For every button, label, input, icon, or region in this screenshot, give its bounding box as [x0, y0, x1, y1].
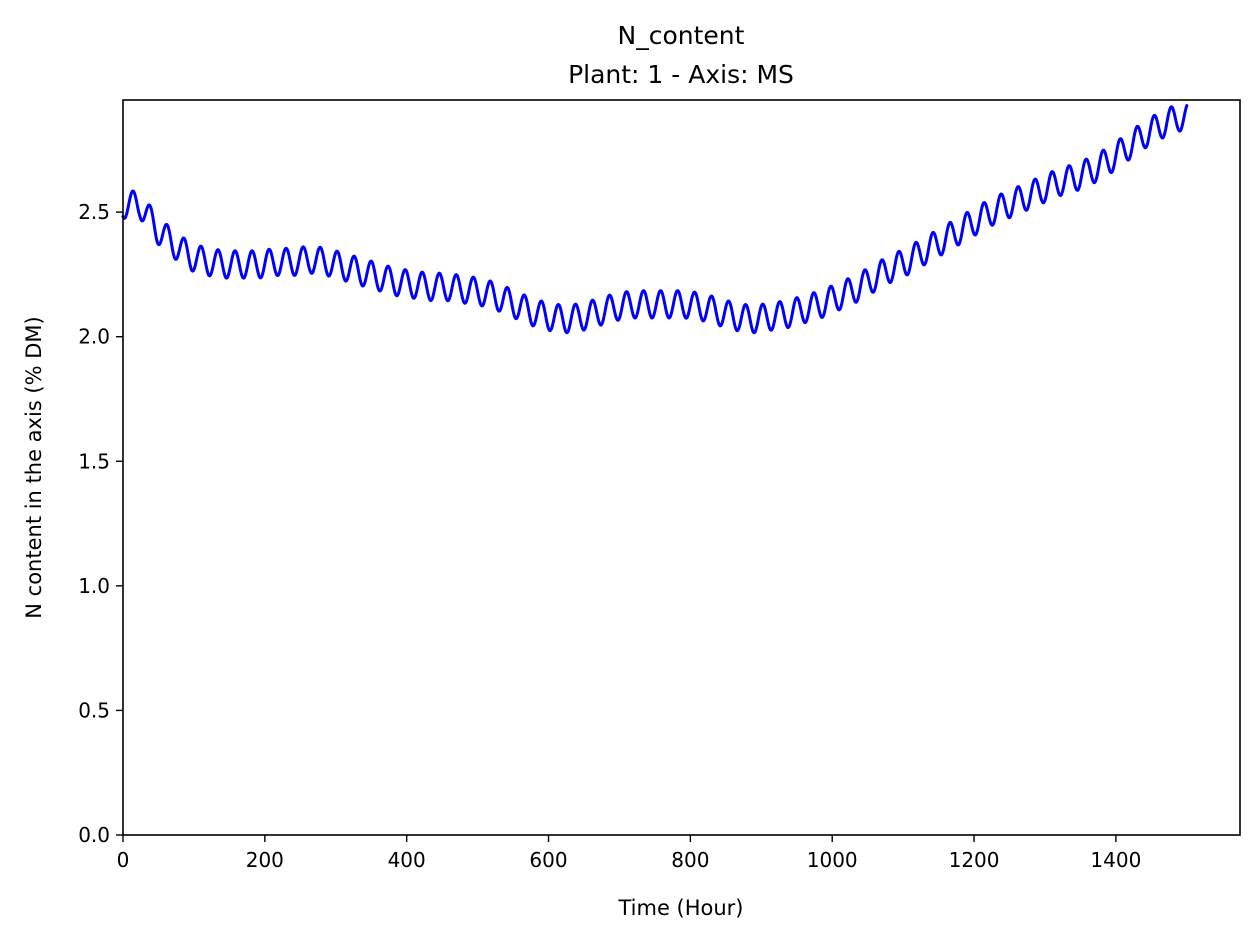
x-axis-label: Time (Hour): [617, 896, 743, 920]
y-axis-label: N content in the axis (% DM): [22, 316, 46, 618]
y-tick-label: 2.5: [78, 200, 110, 224]
x-tick-label: 800: [671, 848, 709, 872]
plot-frame: [122, 99, 1241, 836]
x-tick-label: 400: [388, 848, 426, 872]
x-tick-label: 0: [117, 848, 130, 872]
y-tick-label: 1.5: [78, 449, 110, 473]
chart-title: N_content: [618, 21, 745, 50]
y-tick-label: 0.0: [78, 823, 110, 847]
x-axis: 0 200 400 600 800 1000 1200 1400: [117, 835, 1141, 872]
series-line-0: [121, 104, 1189, 335]
x-tick-label: 1400: [1090, 848, 1141, 872]
plot-area: [121, 104, 1189, 335]
x-tick-label: 1000: [807, 848, 858, 872]
y-tick-label: 2.0: [78, 325, 110, 349]
x-tick-label: 200: [246, 848, 284, 872]
y-tick-label: 0.5: [78, 698, 110, 722]
y-tick-label: 1.0: [78, 574, 110, 598]
x-tick-label: 1200: [949, 848, 1000, 872]
y-axis: 0.0 0.5 1.0 1.5 2.0 2.5: [78, 200, 123, 847]
chart-subtitle: Plant: 1 - Axis: MS: [568, 60, 794, 89]
x-tick-label: 600: [529, 848, 567, 872]
